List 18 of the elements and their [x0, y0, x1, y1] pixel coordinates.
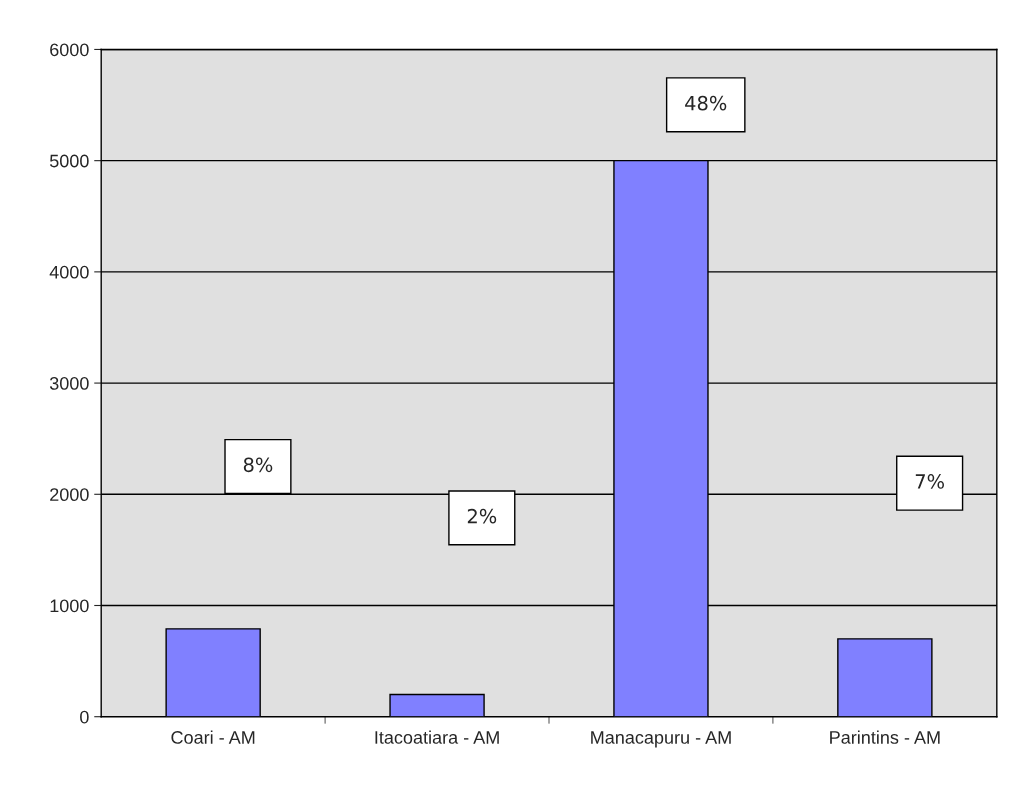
- y-tick-label: 1000: [50, 599, 89, 613]
- x-tick-label: Manacapuru - AM: [591, 731, 731, 748]
- y-tick-label: 5000: [49, 154, 89, 168]
- annotation: 48%: [685, 95, 727, 111]
- y-tick-label: 6000: [50, 43, 89, 57]
- y-tick-label: 4000: [49, 265, 89, 279]
- annotation: 2%: [467, 508, 497, 524]
- x-tick-label: Itacoatiara - AM: [375, 730, 499, 744]
- bar: [389, 693, 485, 717]
- bar: [837, 638, 933, 717]
- annotation: 8%: [243, 457, 273, 473]
- x-tick-label: Coari - AM: [171, 730, 255, 744]
- y-tick-label: 2000: [50, 488, 89, 502]
- x-tick-label: Parintins - AM: [830, 730, 940, 744]
- y-tick-label: 0: [80, 710, 89, 724]
- annotation: 7%: [915, 474, 944, 489]
- y-tick-label: 3000: [49, 377, 89, 390]
- bar: [165, 628, 261, 717]
